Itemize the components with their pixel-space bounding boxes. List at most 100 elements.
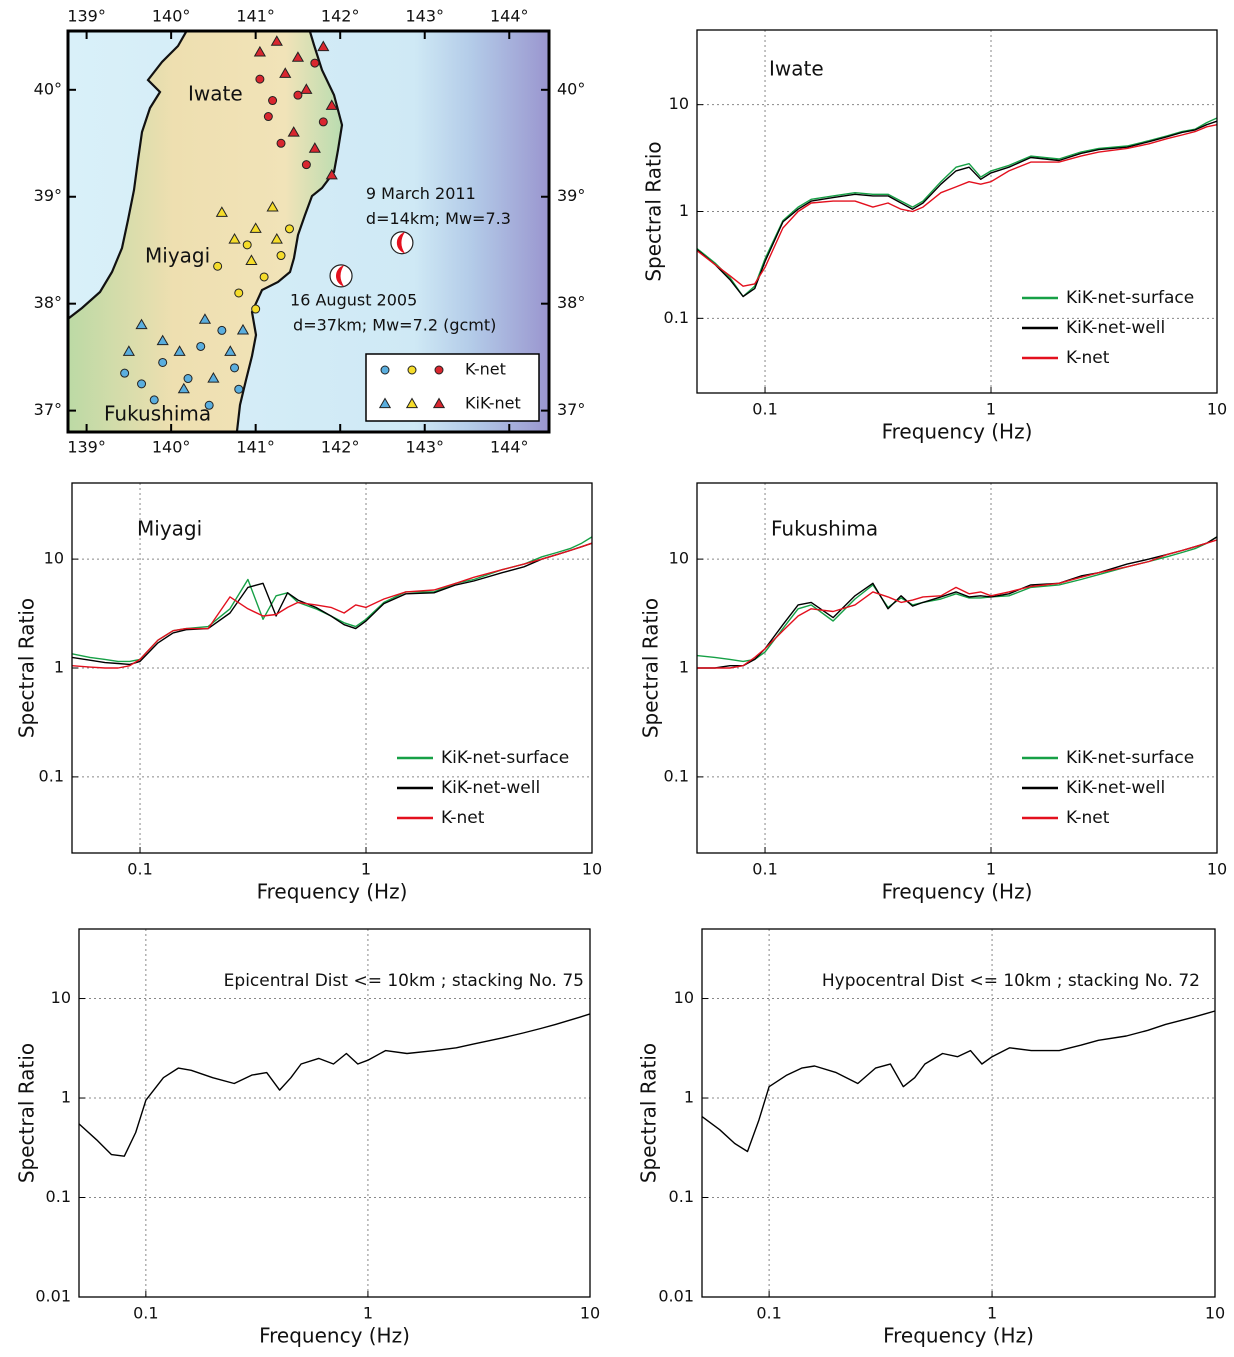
x-tick-label-bottom: 140°: [152, 438, 191, 457]
k-net-station: [310, 58, 320, 68]
k-net-station: [234, 288, 244, 298]
chart-title: Miyagi: [137, 517, 202, 541]
plot-frame: [701, 928, 1216, 1298]
x-tick-label: 0.1: [752, 400, 777, 419]
legend-marker: [378, 397, 392, 409]
k-net-station: [263, 112, 273, 122]
kik-net-station: [325, 168, 338, 180]
focal-mechanism: [329, 264, 353, 288]
legend-label: K-net: [1066, 808, 1110, 828]
legend-label: KiK-net: [465, 394, 521, 413]
y-tick-label-right: 38°: [557, 293, 585, 312]
x-tick-label: 1: [986, 400, 996, 419]
kik-net-station: [228, 233, 241, 244]
k-net-station: [234, 384, 244, 394]
plot-frame: [71, 482, 593, 854]
k-net-station: [293, 90, 303, 100]
kik-net-station: [198, 313, 212, 324]
legend-box: [365, 353, 540, 422]
x-tick-label: 1: [361, 860, 371, 879]
spectral-line: [696, 117, 1218, 298]
spectral-line: [71, 542, 593, 669]
legend-marker: [432, 397, 446, 409]
x-tick-label: 0.1: [133, 1304, 158, 1323]
legend-marker: [405, 397, 419, 409]
land: [68, 31, 344, 432]
y-tick-label: 10: [674, 988, 694, 1007]
kik-net-station: [325, 99, 338, 110]
land-group: [68, 31, 344, 432]
k-net-station: [318, 117, 328, 127]
kik-net-station: [156, 334, 169, 346]
chart-title: Fukushima: [771, 517, 878, 541]
spectral-chart: 0.1 1 10 0.01 0.1 1 10 Epicentral Dist <= 10km …: [15, 928, 600, 1348]
kik-net-station: [266, 200, 279, 212]
y-axis-label: Spectral Ratio: [637, 1043, 661, 1183]
kik-net-station: [270, 233, 283, 244]
x-tick-label: 0.1: [756, 1304, 781, 1323]
y-tick-label: 0.1: [39, 766, 64, 785]
y-tick-label: 1: [679, 201, 689, 220]
x-tick-label-bottom: 141°: [236, 438, 275, 457]
spectral-chart: 0.1 1 10 0.1 1 10 Fukushima Frequency (Hz) Spect…: [639, 482, 1227, 904]
spectral-chart: 0.1 1 10 0.1 1 10 Iwate Frequency (Hz) Spectral …: [642, 29, 1227, 444]
plot-frame: [696, 482, 1218, 854]
k-net-station: [120, 368, 130, 378]
x-tick-label: 10: [1207, 400, 1227, 419]
kik-net-station: [207, 372, 220, 383]
k-net-station: [183, 374, 193, 384]
x-tick-label: 10: [1205, 1304, 1225, 1323]
kik-net-station: [287, 126, 300, 137]
legend-label: K-net: [441, 808, 485, 828]
kik-net-station: [236, 323, 250, 335]
event-date: 9 March 2011: [366, 184, 476, 203]
legend-label: KiK-net-well: [441, 778, 540, 798]
plot-frame: [78, 928, 591, 1298]
spectral-line: [697, 539, 1218, 669]
event-description: d=14km; Mw=7.3: [366, 209, 511, 228]
y-axis-label: Spectral Ratio: [15, 598, 39, 738]
map-frame: [66, 29, 551, 434]
x-axis-label: Frequency (Hz): [257, 880, 408, 904]
x-tick-label-top: 140°: [152, 7, 191, 26]
legend-marker: [380, 365, 390, 375]
x-tick-label-bottom: 142°: [321, 438, 360, 457]
k-net-station: [301, 160, 311, 170]
focal-mechanism-quadrant: [396, 232, 405, 254]
y-tick-label-left: 37°: [34, 400, 62, 419]
kik-net-station: [300, 83, 313, 94]
y-tick-label: 0.01: [658, 1287, 694, 1306]
y-tick-label: 10: [44, 549, 64, 568]
event-date: 16 August 2005: [290, 290, 417, 309]
y-tick-label-left: 38°: [34, 293, 62, 312]
k-net-station: [204, 400, 214, 410]
kik-net-station: [291, 51, 305, 62]
spectral-chart: 0.1 1 10 0.01 0.1 1 10 Hypocentral Dist <= 10km…: [637, 928, 1225, 1348]
plot-area: [79, 929, 590, 1297]
kik-net-station: [249, 222, 262, 233]
spectral-line: [78, 1013, 591, 1157]
x-tick-label: 0.1: [752, 860, 777, 879]
kik-net-station: [173, 345, 186, 356]
kik-net-station: [308, 142, 321, 153]
kik-net-station: [270, 35, 283, 46]
legend-label: KiK-net-surface: [1066, 288, 1194, 308]
k-net-station: [255, 74, 265, 84]
plot-area: [702, 929, 1215, 1297]
x-tick-label: 1: [363, 1304, 373, 1323]
x-tick-label-bottom: 144°: [490, 438, 529, 457]
focal-mechanism-quadrant: [335, 265, 345, 287]
kik-net-station: [215, 206, 228, 217]
x-axis-label: Frequency (Hz): [259, 1324, 410, 1348]
y-tick-label: 1: [54, 658, 64, 677]
k-net-station: [213, 261, 223, 271]
y-tick-label: 10: [669, 549, 689, 568]
spectral-line: [696, 124, 1218, 287]
k-net-station: [196, 341, 206, 351]
k-net-station: [251, 304, 261, 314]
kik-net-station: [253, 45, 266, 57]
kik-net-station: [135, 318, 148, 330]
kik-net-station: [317, 40, 330, 52]
